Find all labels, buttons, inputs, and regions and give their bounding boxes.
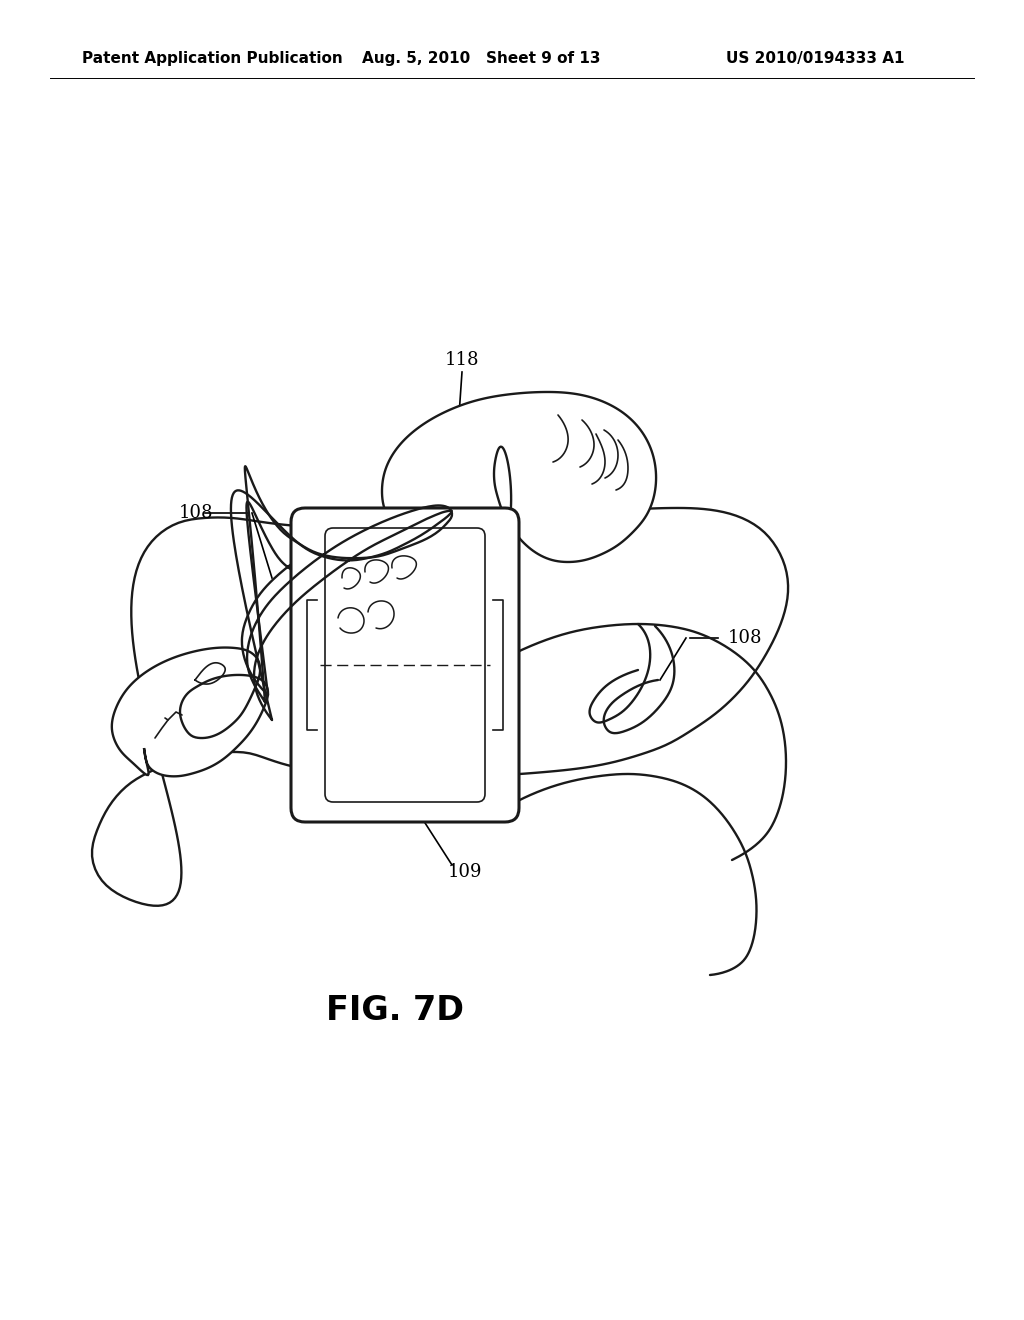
Text: US 2010/0194333 A1: US 2010/0194333 A1	[726, 50, 904, 66]
Text: FIG. 7D: FIG. 7D	[326, 994, 464, 1027]
Text: 108: 108	[179, 504, 213, 521]
Text: 108: 108	[728, 630, 763, 647]
FancyBboxPatch shape	[325, 528, 485, 803]
FancyBboxPatch shape	[291, 508, 519, 822]
Polygon shape	[382, 392, 656, 562]
Text: 109: 109	[447, 863, 482, 880]
Polygon shape	[112, 648, 268, 776]
Polygon shape	[92, 508, 788, 906]
Text: 118: 118	[444, 351, 479, 370]
Text: Patent Application Publication: Patent Application Publication	[82, 50, 343, 66]
Text: Aug. 5, 2010   Sheet 9 of 13: Aug. 5, 2010 Sheet 9 of 13	[362, 50, 600, 66]
